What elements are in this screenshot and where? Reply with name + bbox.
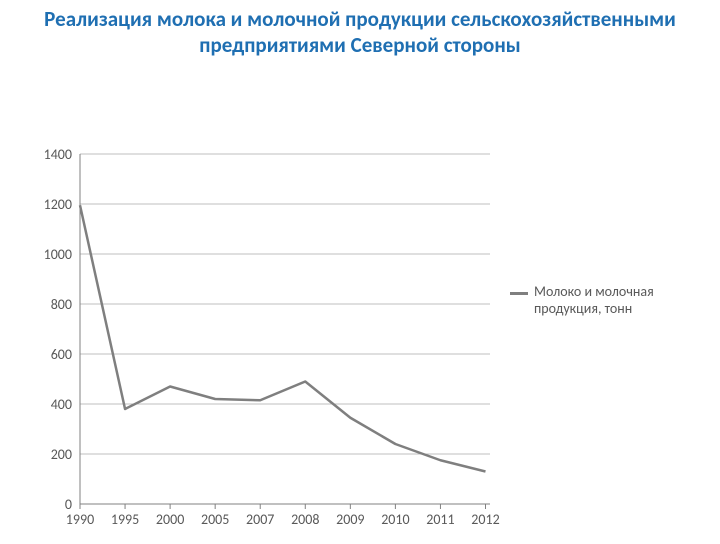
y-tick-label: 800 xyxy=(51,296,72,313)
y-tick-label: 1000 xyxy=(44,246,72,263)
x-tick-label: 2000 xyxy=(156,511,184,528)
line-chart: 0200400600800100012001400199019952000200… xyxy=(0,59,510,544)
chart-row: 0200400600800100012001400199019952000200… xyxy=(0,59,720,544)
legend: Молоко и молочная продукция, тонн xyxy=(510,284,690,318)
legend-label: Молоко и молочная продукция, тонн xyxy=(534,284,690,318)
x-tick-label: 2011 xyxy=(426,511,454,528)
chart-title: Реализация молока и молочной продукции с… xyxy=(0,0,720,59)
x-tick-label: 2008 xyxy=(291,511,319,528)
y-tick-label: 600 xyxy=(51,346,72,363)
x-tick-label: 2005 xyxy=(201,511,229,528)
x-tick-label: 2012 xyxy=(471,511,499,528)
y-tick-label: 400 xyxy=(51,396,72,413)
x-tick-label: 2007 xyxy=(246,511,274,528)
y-tick-label: 200 xyxy=(51,446,72,463)
series-line xyxy=(80,205,485,471)
x-tick-label: 2010 xyxy=(381,511,409,528)
x-tick-label: 2009 xyxy=(336,511,364,528)
x-tick-label: 1995 xyxy=(111,511,139,528)
y-tick-label: 1200 xyxy=(44,196,72,213)
x-tick-label: 1990 xyxy=(66,511,94,528)
y-tick-label: 1400 xyxy=(44,146,72,163)
legend-swatch xyxy=(510,292,528,295)
